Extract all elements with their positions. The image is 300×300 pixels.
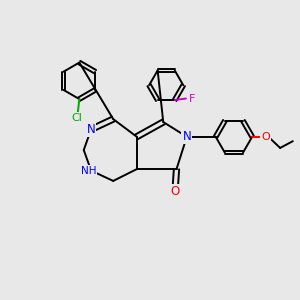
Text: N: N (182, 130, 191, 143)
Text: NH: NH (81, 166, 97, 176)
Text: O: O (261, 132, 270, 142)
Text: Cl: Cl (71, 113, 82, 123)
Text: F: F (189, 94, 196, 103)
Text: O: O (170, 185, 180, 198)
Text: N: N (87, 123, 95, 136)
